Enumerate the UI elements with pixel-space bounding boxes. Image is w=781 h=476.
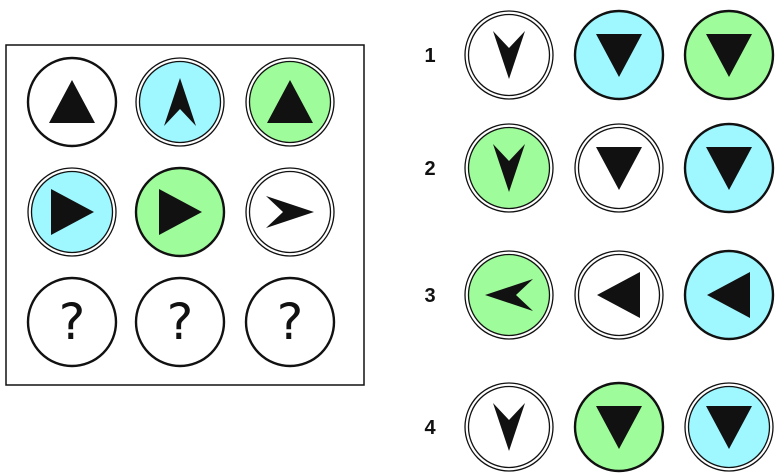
chevron-down-icon	[493, 144, 525, 192]
matrix-cell-r1-c1	[26, 56, 118, 148]
option-label: 2	[424, 158, 435, 180]
chevron-left-icon	[485, 279, 533, 311]
option-3-cell-3	[683, 249, 775, 341]
option-3-cell-1	[464, 250, 554, 340]
option-3-cell-2	[574, 250, 664, 340]
matrix-cell-r1-c3	[245, 57, 335, 147]
triangle-down-icon	[596, 34, 642, 77]
triangle-down-icon	[706, 147, 752, 190]
matrix-cell-r2-c2	[134, 166, 226, 258]
question-mark-icon: ?	[277, 293, 304, 351]
option-3[interactable]: 3	[424, 249, 775, 341]
answer-options: 1 2 3 4	[424, 9, 775, 473]
option-label: 1	[424, 45, 435, 67]
question-mark-icon: ?	[167, 293, 194, 351]
option-4-cell-1	[464, 382, 554, 472]
option-2-cell-2	[574, 123, 664, 213]
matrix-cell-r2-c1	[27, 167, 117, 257]
cell-disc	[26, 276, 118, 368]
option-label: 4	[424, 417, 436, 439]
chevron-right-icon	[266, 196, 314, 228]
triangle-down-icon	[596, 406, 642, 449]
option-2-cell-3	[683, 122, 775, 214]
triangle-down-icon	[706, 406, 752, 449]
option-2-cell-1	[464, 123, 554, 213]
triangle-up-icon	[267, 80, 313, 123]
triangle-right-icon	[51, 189, 94, 235]
matrix-cell-r1-c2	[135, 57, 225, 147]
matrix-cell-r3-c2: ?	[134, 276, 226, 368]
option-1-cell-1	[464, 10, 554, 100]
option-4-cell-3	[684, 382, 774, 472]
option-1-cell-2	[573, 9, 665, 101]
matrix-cell-r2-c3	[245, 167, 335, 257]
option-4[interactable]: 4	[424, 381, 774, 473]
triangle-down-icon	[596, 147, 642, 190]
question-mark-icon: ?	[59, 293, 86, 351]
chevron-down-icon	[493, 31, 525, 79]
matrix-grid: ???	[26, 56, 336, 368]
triangle-up-icon	[49, 80, 95, 123]
triangle-left-icon	[597, 272, 640, 318]
option-label: 3	[424, 285, 435, 307]
option-1-cell-3	[683, 9, 775, 101]
chevron-up-icon	[164, 78, 196, 126]
matrix-cell-r3-c3: ?	[244, 276, 336, 368]
triangle-right-icon	[159, 189, 202, 235]
option-2[interactable]: 2	[424, 122, 775, 214]
cell-disc	[244, 276, 336, 368]
matrix-cell-r3-c1: ?	[26, 276, 118, 368]
triangle-left-icon	[707, 272, 750, 318]
option-1[interactable]: 1	[424, 9, 775, 101]
cell-disc	[134, 276, 226, 368]
triangle-down-icon	[706, 34, 752, 77]
option-4-cell-2	[573, 381, 665, 473]
chevron-down-icon	[493, 403, 525, 451]
